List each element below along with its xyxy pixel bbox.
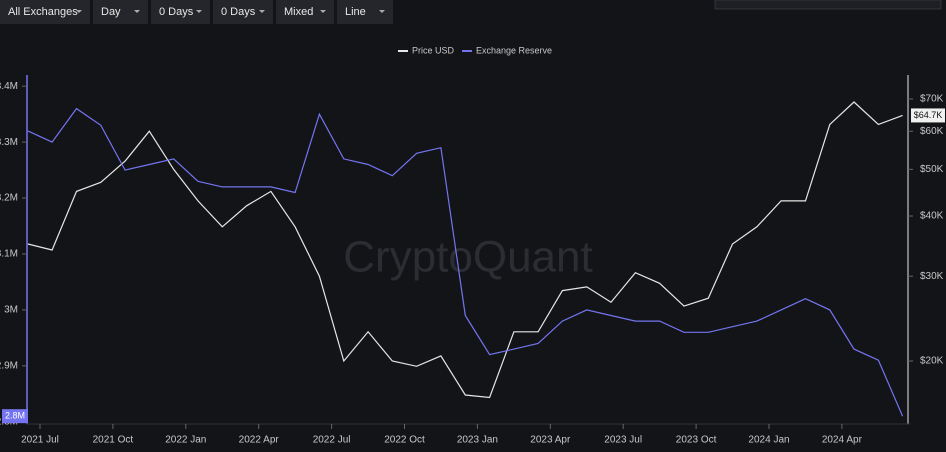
dropdown[interactable] [337, 0, 393, 24]
dropdown[interactable] [151, 0, 210, 24]
x-tick-label: 2023 Apr [530, 435, 571, 446]
dropdown-label: 0 Days [221, 6, 256, 18]
x-tick-label: 2024 Apr [822, 435, 863, 446]
y-tick-label: 3.4M [0, 81, 18, 92]
dropdown-arrow [196, 10, 202, 13]
dropdown-arrow [379, 10, 385, 13]
x-tick-label: 2022 Oct [384, 435, 425, 446]
dropdown-label: Day [101, 6, 121, 18]
last-value-box [2, 409, 28, 424]
last-value-label: 2.8M [5, 411, 25, 421]
last-value-box [911, 108, 945, 123]
y2-tick-label: $70K [920, 94, 944, 105]
dropdown-label: Mixed [284, 6, 313, 18]
x-tick-label: 2021 Oct [93, 435, 134, 446]
y-tick-label: 2.9M [0, 360, 18, 371]
timeframe-buttons[interactable] [714, 0, 942, 10]
dropdown-label: 0 Days [159, 6, 194, 18]
y2-tick-label: $60K [920, 126, 944, 137]
x-tick-label: 2023 Jul [604, 435, 642, 446]
dropdown[interactable] [0, 0, 90, 24]
watermark: CryptoQuant [343, 233, 592, 282]
dropdown-arrow [259, 10, 265, 13]
x-tick-label: 2022 Jul [313, 435, 351, 446]
series-line [27, 101, 903, 399]
y2-tick-label: $40K [920, 211, 944, 222]
x-tick-label: 2022 Apr [239, 435, 280, 446]
x-tick-label: 2022 Jan [165, 435, 206, 446]
dropdown-arrow [134, 10, 140, 13]
x-tick-label: 2021 Jul [21, 435, 59, 446]
legend-label[interactable]: Price USD [412, 45, 455, 55]
dropdown-arrow [76, 10, 82, 13]
y-tick-label: 3M [4, 305, 18, 316]
dropdown[interactable] [276, 0, 334, 24]
y2-tick-label: $30K [920, 271, 944, 282]
series-line [27, 107, 904, 417]
x-tick-label: 2023 Jan [457, 435, 498, 446]
dropdown-arrow [320, 10, 326, 13]
dropdown-label: Line [345, 6, 366, 18]
x-tick-label: 2023 Oct [676, 435, 717, 446]
last-value-label: $64.7K [914, 110, 943, 120]
legend-label[interactable]: Exchange Reserve [476, 45, 552, 55]
y2-tick-label: $50K [920, 164, 944, 175]
y-tick-label: 3.2M [0, 193, 18, 204]
dropdown[interactable] [93, 0, 148, 24]
y2-tick-label: $20K [920, 356, 944, 367]
x-tick-label: 2024 Jan [748, 435, 789, 446]
y-tick-label: 3.3M [0, 137, 18, 148]
y-tick-label: 3.1M [0, 249, 18, 260]
dropdown-label: All Exchanges [8, 6, 78, 18]
